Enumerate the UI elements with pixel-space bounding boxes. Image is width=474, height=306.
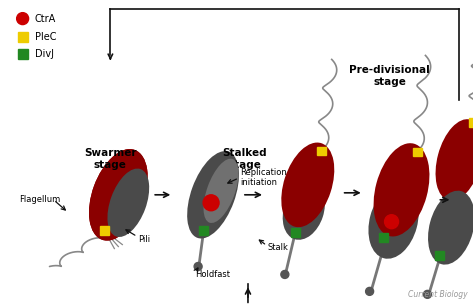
- Circle shape: [384, 215, 399, 229]
- Circle shape: [194, 263, 202, 271]
- Circle shape: [423, 290, 431, 298]
- Text: Current Biology: Current Biology: [408, 290, 467, 299]
- Ellipse shape: [281, 143, 334, 227]
- Circle shape: [203, 195, 219, 211]
- Circle shape: [365, 287, 374, 295]
- Text: Stalk: Stalk: [268, 243, 289, 252]
- Bar: [18, 32, 27, 42]
- Bar: [100, 226, 109, 235]
- Bar: [292, 228, 301, 237]
- Text: CtrA: CtrA: [35, 13, 56, 24]
- Bar: [413, 147, 422, 156]
- Text: Holdfast: Holdfast: [195, 270, 230, 279]
- Text: Swarmer
stage: Swarmer stage: [84, 148, 137, 170]
- Circle shape: [17, 13, 28, 24]
- Bar: [379, 233, 388, 242]
- Text: Pili: Pili: [138, 235, 150, 244]
- Ellipse shape: [89, 149, 148, 241]
- Ellipse shape: [108, 169, 149, 237]
- Text: Replication
initiation: Replication initiation: [240, 168, 287, 187]
- Circle shape: [281, 271, 289, 278]
- Bar: [469, 118, 474, 127]
- Bar: [435, 251, 444, 260]
- Text: Pre-divisional
stage: Pre-divisional stage: [349, 65, 430, 87]
- Text: Flagellum: Flagellum: [18, 195, 60, 204]
- Ellipse shape: [187, 151, 239, 238]
- Text: Stalked
stage: Stalked stage: [223, 148, 267, 170]
- Bar: [317, 147, 326, 155]
- Ellipse shape: [428, 191, 474, 265]
- Bar: [199, 226, 208, 235]
- Ellipse shape: [283, 182, 325, 240]
- Text: PleC: PleC: [35, 32, 56, 42]
- Ellipse shape: [374, 143, 429, 237]
- Ellipse shape: [89, 149, 148, 241]
- Bar: [18, 50, 27, 59]
- Ellipse shape: [203, 159, 238, 223]
- Ellipse shape: [368, 185, 419, 259]
- Ellipse shape: [436, 119, 474, 201]
- Text: DivJ: DivJ: [35, 50, 54, 59]
